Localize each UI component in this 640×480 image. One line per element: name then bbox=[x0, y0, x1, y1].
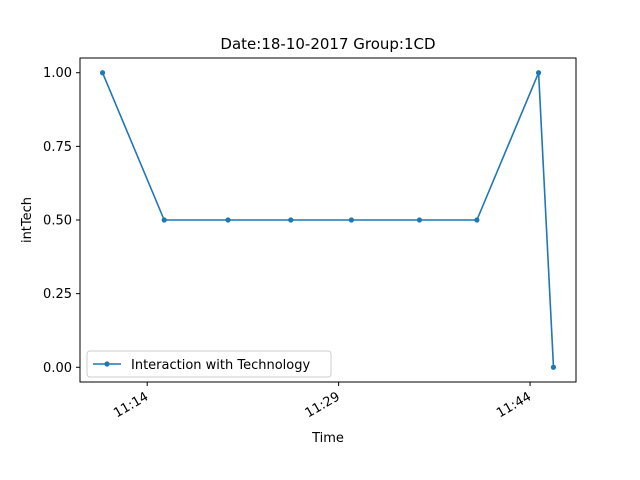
legend-box bbox=[86, 350, 332, 378]
legend-marker-swatch bbox=[104, 361, 110, 367]
data-point bbox=[416, 217, 423, 223]
y-tick-label: 0.50 bbox=[43, 214, 72, 229]
y-tick-label: 0.25 bbox=[43, 287, 72, 302]
legend: Interaction with Technology bbox=[86, 350, 332, 378]
data-point bbox=[99, 70, 106, 76]
data-point bbox=[474, 217, 480, 223]
data-point bbox=[161, 217, 167, 223]
data-point bbox=[535, 70, 542, 76]
data-point bbox=[550, 364, 557, 370]
chart-title: Date:18-10-2017 Group:1CD bbox=[220, 35, 435, 53]
y-axis-label: intTech bbox=[20, 197, 35, 243]
x-axis-label: Time bbox=[311, 431, 344, 446]
y-axis: 0.00 0.25 0.50 0.75 1.00 bbox=[43, 66, 80, 376]
data-point bbox=[288, 217, 294, 223]
legend-label: Interaction with Technology bbox=[131, 358, 311, 373]
data-layer bbox=[99, 70, 557, 370]
data-point bbox=[225, 217, 231, 223]
data-point bbox=[348, 217, 354, 223]
y-tick-label: 0.00 bbox=[43, 361, 72, 376]
y-tick-label: 1.00 bbox=[43, 66, 72, 81]
y-tick-label: 0.75 bbox=[43, 140, 72, 155]
